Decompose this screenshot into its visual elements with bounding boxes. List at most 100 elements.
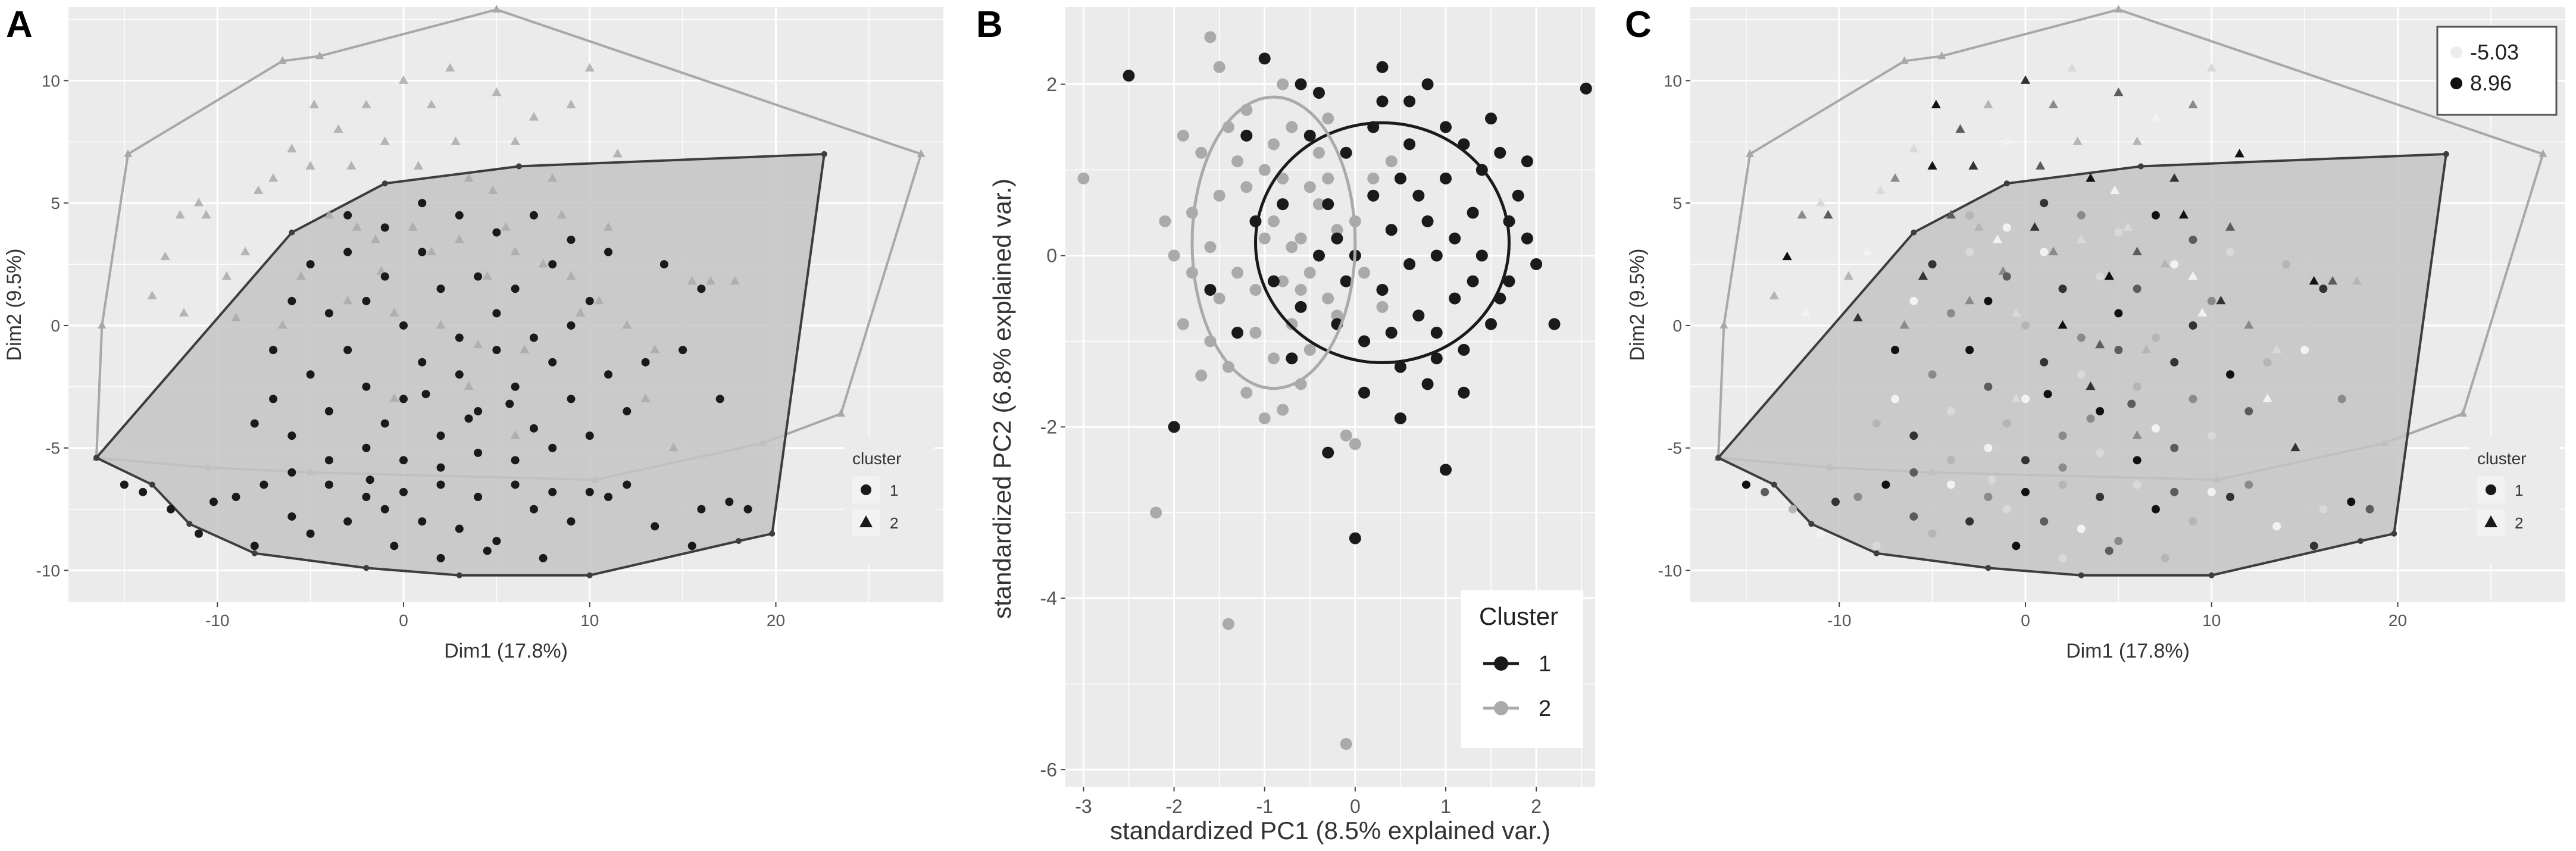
panel-a-point-cluster-1 (380, 272, 389, 281)
panel-c-point-cluster-1 (1946, 309, 1955, 318)
panel-a-hull-vertex (149, 481, 155, 488)
panel-c-point-cluster-1 (2043, 390, 2052, 399)
panel-a-point-cluster-1 (492, 537, 501, 546)
panel-b-point-cluster-2 (1195, 370, 1208, 382)
panel-c-point-cluster-2 (2094, 339, 2105, 349)
panel-b-point-cluster-1 (1303, 129, 1316, 142)
panel-b-ticks: -3 -2 -1 0 1 2 -6 -4 -2 0 2 (1040, 74, 1542, 817)
panel-b-point-cluster-1 (1458, 343, 1470, 356)
panel-b-point-cluster-1 (1494, 146, 1506, 159)
panel-c-point-cluster-2 (2197, 308, 2208, 317)
panel-a-hull-vertex (456, 572, 462, 578)
panel-a-point-cluster-1 (436, 480, 445, 489)
panel-b-point-cluster-1 (1580, 82, 1592, 95)
panel-a-point-cluster-1 (380, 419, 389, 428)
panel-b-point-cluster-2 (1249, 284, 1262, 296)
panel-a-point-cluster-1 (679, 346, 687, 355)
panel-b-point-cluster-1 (1394, 412, 1406, 424)
panel-b-point-cluster-2 (1258, 412, 1271, 424)
panel-a-point-cluster-1 (365, 475, 374, 484)
panel-c-x-tick-label: 20 (2389, 611, 2407, 630)
panel-a-legend-key-2-marker (859, 515, 873, 527)
panel-c-point-cluster-1 (2244, 480, 2253, 489)
panel-b-point-cluster-2 (1267, 215, 1280, 227)
panel-a-point-cluster-1 (548, 260, 557, 269)
panel-b-legend: Cluster 1 2 (1461, 590, 1583, 748)
panel-c-point-cluster-2 (1965, 295, 1975, 305)
panel-c-x-tick-label: -10 (1827, 611, 1851, 630)
panel-c-point-cluster-1 (2207, 431, 2216, 440)
panel-c-hull-vertex (2078, 572, 2084, 578)
panel-a-point-cluster-1 (287, 296, 296, 305)
panel-b-point-cluster-1 (1421, 215, 1434, 227)
panel-c-point-cluster-1 (2309, 542, 2318, 550)
panel-a-point-cluster-1 (250, 542, 259, 550)
panel-c-point-cluster-2 (2132, 430, 2142, 439)
panel-a-point-cluster-1 (418, 199, 427, 208)
panel-b-x-tick-label: 1 (1440, 796, 1451, 817)
panel-a-point-cluster-2 (305, 161, 315, 170)
panel-c-point-cluster-1 (2058, 480, 2067, 489)
panel-a-point-cluster-2 (566, 99, 576, 109)
panel-a-point-cluster-1 (687, 542, 696, 550)
panel-a-point-cluster-1 (418, 248, 427, 256)
panel-c-point-cluster-1 (2319, 505, 2328, 514)
panel-a-point-cluster-2 (594, 295, 604, 305)
panel-b-point-cluster-1 (1340, 275, 1352, 287)
panel-b-point-cluster-2 (1312, 198, 1325, 211)
panel-a-point-cluster-2 (380, 136, 390, 145)
panel-a-hull-vertex (278, 56, 287, 64)
panel-a-point-cluster-2 (705, 276, 716, 285)
panel-c-point-cluster-1 (2151, 333, 2160, 342)
panel-c-point-cluster-1 (2226, 370, 2235, 379)
panel-c-point-cluster-1 (2077, 211, 2086, 220)
panel-a-point-cluster-1 (492, 228, 501, 237)
panel-c-point-cluster-1 (2189, 395, 2197, 403)
panel-b-point-cluster-1 (1331, 232, 1343, 245)
panel-b-point-cluster-2 (1231, 267, 1244, 279)
panel-c-point-cluster-2 (2178, 209, 2189, 219)
panel-c-point-cluster-2 (2160, 259, 2170, 268)
panel-a-point-cluster-2 (687, 276, 697, 285)
panel-a-point-cluster-1 (306, 260, 315, 269)
panel-a-hull-vertex (769, 530, 776, 537)
panel-c-point-cluster-2 (2150, 112, 2161, 121)
panel-c-point-cluster-2 (1823, 209, 1833, 219)
panel-c-point-cluster-1 (2086, 414, 2095, 423)
panel-c-color-scale-max-marker (2450, 77, 2462, 89)
panel-c-point-cluster-2 (2132, 246, 2142, 255)
panel-b-legend-box (1461, 590, 1583, 748)
panel-a-hull-vertex (515, 163, 522, 170)
panel-a-point-cluster-2 (413, 161, 424, 170)
panel-c-point-cluster-1 (2114, 309, 2123, 318)
panel-b-point-cluster-1 (1322, 446, 1334, 459)
panel-c-color-scale-max-label: 8.96 (2470, 71, 2512, 95)
panel-c-point-cluster-1 (1946, 407, 1955, 416)
panel-c-point-cluster-1 (1984, 443, 1993, 452)
panel-b-point-cluster-2 (1277, 403, 1289, 416)
panel-b-point-cluster-1 (1449, 292, 1461, 305)
panel-b-point-cluster-1 (1512, 189, 1524, 202)
panel-a-point-cluster-1 (260, 480, 268, 489)
panel-a-point-cluster-1 (455, 524, 464, 533)
panel-a-point-cluster-1 (343, 517, 352, 526)
panel-c-point-cluster-1 (1987, 475, 1996, 484)
panel-a-point-cluster-1 (567, 235, 576, 244)
panel-a-point-cluster-1 (483, 546, 492, 555)
panel-c-point-cluster-1 (2337, 395, 2346, 403)
panel-b-point-cluster-1 (1412, 309, 1425, 322)
panel-c-point-cluster-1 (2040, 248, 2049, 256)
panel-b-point-cluster-2 (1204, 241, 1217, 254)
panel-b-point-cluster-2 (1303, 181, 1316, 193)
panel-a-hull-vertex (821, 151, 827, 157)
panel-c-points (1742, 62, 2374, 562)
panel-c-hulls (1714, 5, 2547, 578)
panel-a-point-cluster-1 (436, 284, 445, 293)
panel-a-point-cluster-1 (120, 480, 129, 489)
panel-a-point-cluster-1 (306, 370, 315, 379)
panel-a-point-cluster-2 (730, 276, 740, 285)
panel-a-point-cluster-1 (269, 346, 278, 355)
panel-a-point-cluster-2 (179, 308, 189, 317)
panel-b-ellipse-cluster-1 (1253, 121, 1511, 364)
panel-a-point-cluster-2 (445, 62, 455, 72)
